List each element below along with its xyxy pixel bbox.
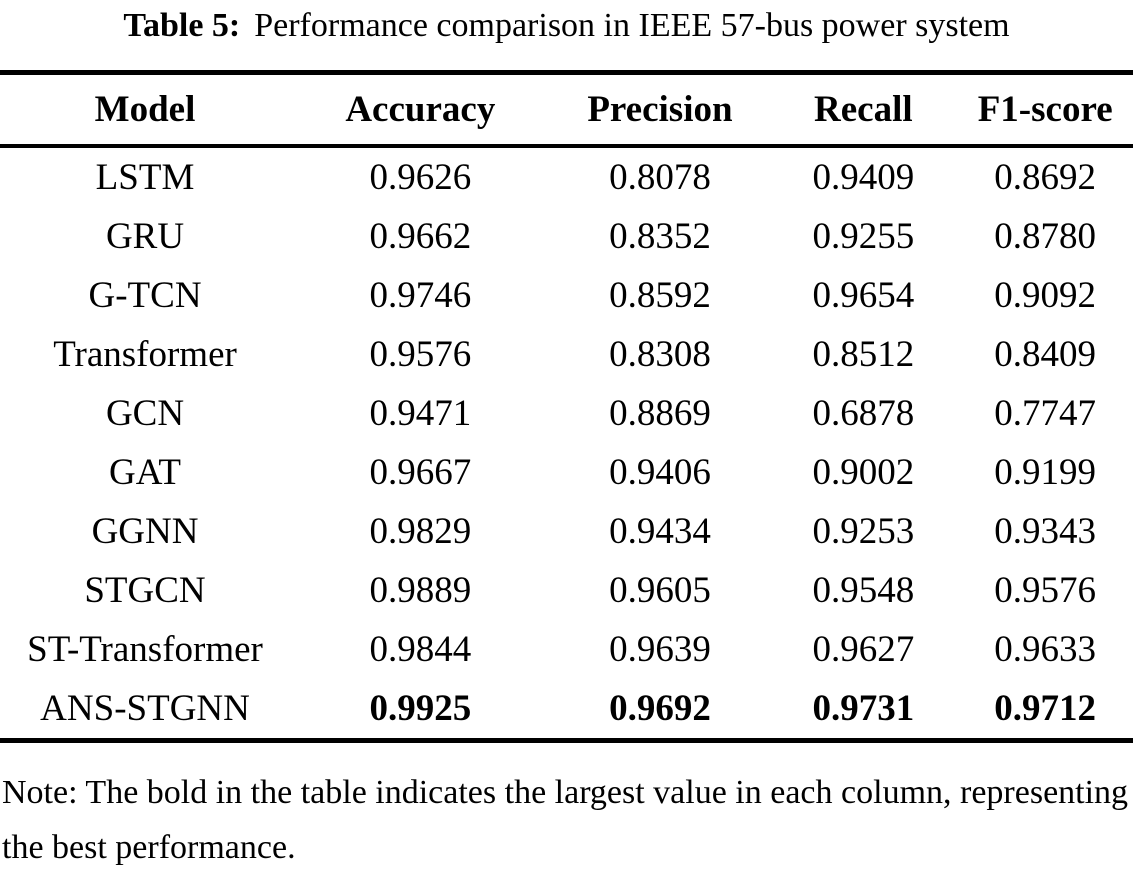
precision-cell: 0.8869 bbox=[609, 392, 711, 434]
f1-score-cell: 0.9576 bbox=[994, 569, 1097, 611]
precision-cell: 0.9434 bbox=[609, 510, 711, 552]
recall-cell: 0.9253 bbox=[812, 510, 915, 552]
table-row: G-TCN 0.9746 0.8592 0.9654 0.9092 bbox=[0, 266, 1133, 325]
precision-cell: 0.8352 bbox=[609, 215, 711, 257]
model-cell: GRU bbox=[105, 215, 185, 257]
table-caption-label: Table 5: bbox=[123, 7, 241, 44]
table-row: GGNN 0.9829 0.9434 0.9253 0.9343 bbox=[0, 502, 1133, 561]
model-cell: GAT bbox=[109, 451, 181, 493]
accuracy-cell: 0.9889 bbox=[369, 569, 472, 611]
recall-cell: 0.9002 bbox=[812, 451, 915, 493]
model-cell: G-TCN bbox=[88, 274, 202, 316]
f1-score-cell: 0.7747 bbox=[994, 392, 1097, 434]
table-caption-text: Performance comparison in IEEE 57-bus po… bbox=[254, 7, 1010, 44]
column-header-accuracy: Accuracy bbox=[290, 72, 551, 148]
precision-cell: 0.8078 bbox=[609, 156, 711, 198]
accuracy-cell: 0.9925 bbox=[369, 687, 472, 729]
column-header-recall: Recall bbox=[769, 72, 958, 148]
f1-score-cell: 0.9712 bbox=[994, 687, 1097, 729]
precision-cell: 0.9639 bbox=[609, 628, 711, 670]
recall-cell: 0.9731 bbox=[812, 687, 915, 729]
table-row: GAT 0.9667 0.9406 0.9002 0.9199 bbox=[0, 443, 1133, 502]
accuracy-cell: 0.9829 bbox=[369, 510, 472, 552]
table-row: LSTM 0.9626 0.8078 0.9409 0.8692 bbox=[0, 146, 1133, 207]
table-header: Model Accuracy Precision Recall F1-score bbox=[0, 72, 1133, 148]
table-row: Transformer 0.9576 0.8308 0.8512 0.8409 bbox=[0, 325, 1133, 384]
f1-score-cell: 0.9092 bbox=[994, 274, 1097, 316]
table-row-best: ANS-STGNN 0.9925 0.9692 0.9731 0.9712 bbox=[0, 679, 1133, 741]
f1-score-cell: 0.8692 bbox=[994, 156, 1097, 198]
table-caption: Table 5: Performance comparison in IEEE 5… bbox=[0, 5, 1133, 48]
recall-cell: 0.6878 bbox=[812, 392, 915, 434]
header-row: Model Accuracy Precision Recall F1-score bbox=[0, 72, 1133, 148]
precision-cell: 0.9692 bbox=[609, 687, 711, 729]
accuracy-cell: 0.9746 bbox=[369, 274, 472, 316]
precision-cell: 0.8308 bbox=[609, 333, 711, 375]
recall-cell: 0.9409 bbox=[812, 156, 915, 198]
recall-cell: 0.9255 bbox=[812, 215, 915, 257]
precision-cell: 0.8592 bbox=[609, 274, 711, 316]
f1-score-cell: 0.8780 bbox=[994, 215, 1097, 257]
f1-score-cell: 0.8409 bbox=[994, 333, 1097, 375]
model-cell: ST-Transformer bbox=[27, 628, 263, 670]
model-cell: GCN bbox=[105, 392, 185, 434]
column-header-f1-score: F1-score bbox=[957, 72, 1133, 148]
table-row: GRU 0.9662 0.8352 0.9255 0.8780 bbox=[0, 207, 1133, 266]
model-cell: GGNN bbox=[91, 510, 199, 552]
accuracy-cell: 0.9667 bbox=[369, 451, 472, 493]
recall-cell: 0.9627 bbox=[812, 628, 915, 670]
accuracy-cell: 0.9844 bbox=[369, 628, 472, 670]
precision-cell: 0.9406 bbox=[609, 451, 711, 493]
f1-score-cell: 0.9343 bbox=[994, 510, 1097, 552]
f1-score-cell: 0.9633 bbox=[994, 628, 1097, 670]
model-cell: ANS-STGNN bbox=[40, 687, 250, 729]
model-cell: LSTM bbox=[95, 156, 195, 198]
recall-cell: 0.9654 bbox=[812, 274, 915, 316]
table-row: ST-Transformer 0.9844 0.9639 0.9627 0.96… bbox=[0, 620, 1133, 679]
model-cell: Transformer bbox=[53, 333, 237, 375]
accuracy-cell: 0.9626 bbox=[369, 156, 472, 198]
table-note: Note: The bold in the table indicates th… bbox=[2, 773, 1129, 866]
recall-cell: 0.8512 bbox=[812, 333, 915, 375]
accuracy-cell: 0.9662 bbox=[369, 215, 472, 257]
accuracy-cell: 0.9471 bbox=[369, 392, 472, 434]
recall-cell: 0.9548 bbox=[812, 569, 915, 611]
performance-table: Model Accuracy Precision Recall F1-score… bbox=[0, 69, 1133, 743]
accuracy-cell: 0.9576 bbox=[369, 333, 472, 375]
column-header-precision: Precision bbox=[550, 72, 770, 148]
column-header-model: Model bbox=[0, 72, 291, 148]
table-row: STGCN 0.9889 0.9605 0.9548 0.9576 bbox=[0, 561, 1133, 620]
f1-score-cell: 0.9199 bbox=[994, 451, 1097, 493]
model-cell: STGCN bbox=[84, 569, 206, 611]
precision-cell: 0.9605 bbox=[609, 569, 711, 611]
table-body: LSTM 0.9626 0.8078 0.9409 0.8692 GRU 0.9… bbox=[0, 146, 1133, 741]
table-row: GCN 0.9471 0.8869 0.6878 0.7747 bbox=[0, 384, 1133, 443]
